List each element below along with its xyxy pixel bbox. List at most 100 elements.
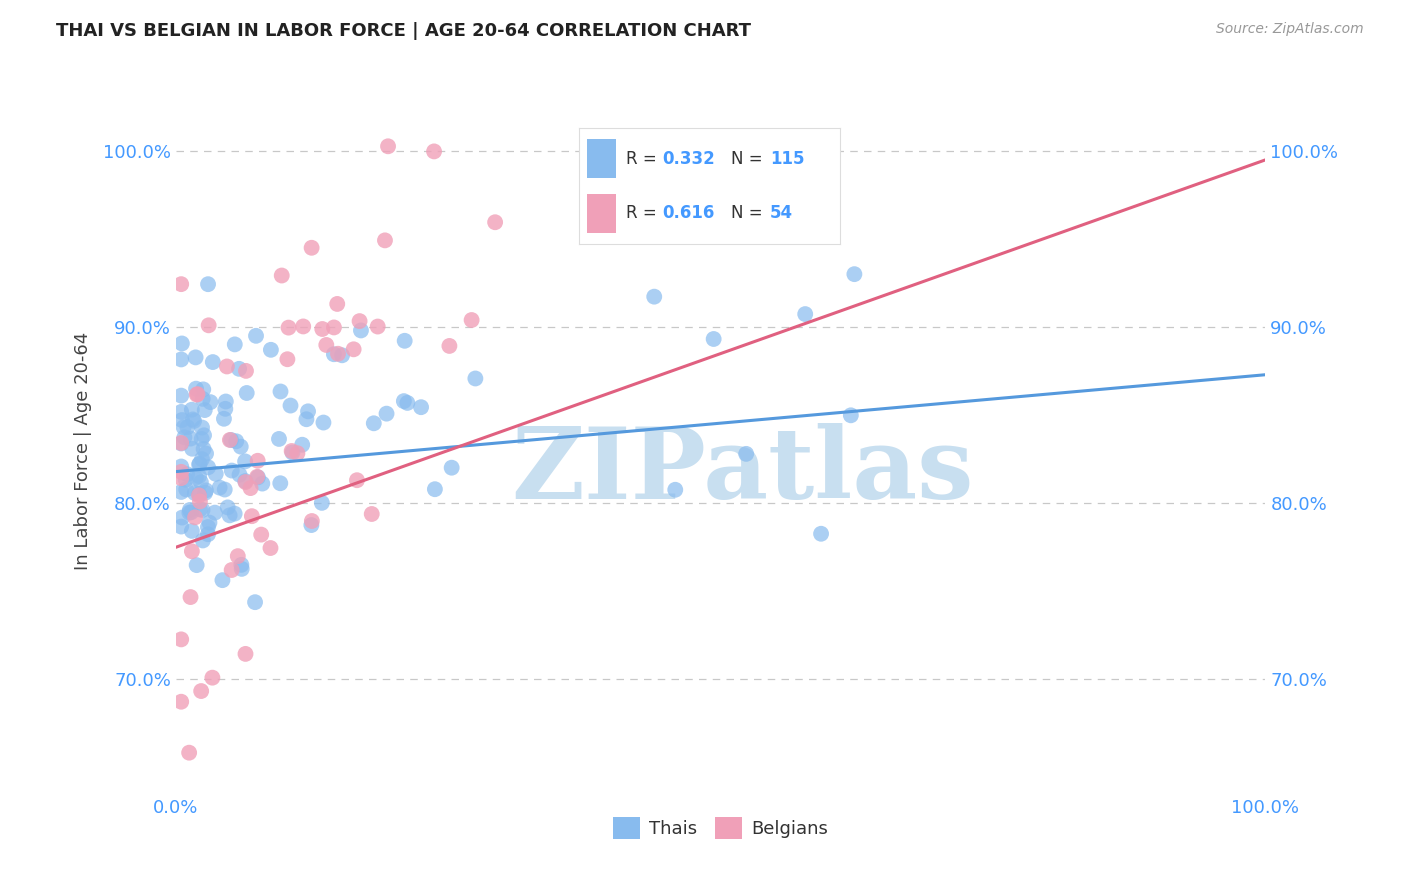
Point	[235, 475, 257, 489]
Point	[291, 438, 314, 452]
Point	[191, 452, 214, 467]
Point	[176, 467, 198, 482]
Point	[184, 382, 207, 396]
Point	[270, 268, 292, 283]
Point	[186, 558, 208, 573]
Point	[269, 476, 291, 491]
Point	[188, 502, 211, 516]
Point	[170, 405, 193, 419]
Point	[225, 434, 247, 449]
Point	[224, 337, 246, 351]
Point	[235, 386, 257, 401]
Point	[423, 482, 446, 496]
Point	[735, 447, 758, 461]
Point	[194, 403, 217, 417]
Point	[409, 400, 432, 414]
Point	[224, 507, 246, 521]
Point	[212, 411, 235, 425]
Point	[174, 483, 197, 497]
Text: ZIPatlas: ZIPatlas	[512, 423, 973, 519]
Point	[323, 320, 346, 334]
Point	[188, 488, 211, 502]
Point	[229, 440, 252, 454]
Point	[299, 518, 322, 533]
Point	[246, 470, 269, 484]
Point	[170, 352, 193, 367]
Point	[643, 290, 665, 304]
Point	[246, 454, 269, 468]
Point	[297, 404, 319, 418]
Point	[259, 541, 281, 555]
Point	[367, 319, 389, 334]
Point	[664, 483, 686, 497]
Point	[343, 343, 366, 357]
Point	[172, 510, 194, 524]
Point	[292, 319, 315, 334]
Point	[180, 590, 202, 604]
Point	[193, 383, 215, 397]
Point	[221, 464, 243, 478]
Point	[280, 399, 302, 413]
Point	[221, 563, 243, 577]
Point	[181, 442, 204, 456]
Point	[191, 420, 214, 434]
Point	[246, 470, 269, 484]
Point	[267, 432, 290, 446]
Point	[191, 392, 214, 406]
Point	[363, 417, 385, 431]
Point	[170, 413, 193, 427]
Point	[250, 527, 273, 541]
Point	[173, 420, 195, 434]
Point	[170, 465, 193, 479]
Point	[260, 343, 283, 357]
Point	[311, 496, 333, 510]
Point	[228, 361, 250, 376]
Point	[396, 396, 419, 410]
Point	[204, 467, 226, 481]
Point	[170, 519, 193, 533]
Point	[190, 475, 212, 490]
Point	[322, 347, 344, 361]
Point	[188, 469, 211, 483]
Point	[349, 314, 371, 328]
Point	[839, 409, 862, 423]
Point	[423, 145, 446, 159]
Point	[218, 508, 240, 523]
Point	[188, 487, 211, 501]
Point	[201, 671, 224, 685]
Point	[197, 460, 219, 475]
Y-axis label: In Labor Force | Age 20-64: In Labor Force | Age 20-64	[73, 331, 91, 570]
Point	[233, 474, 256, 488]
Point	[464, 371, 486, 385]
Point	[270, 384, 292, 399]
Point	[190, 684, 212, 698]
Point	[239, 481, 262, 495]
Point	[170, 277, 193, 292]
Point	[187, 387, 209, 401]
Point	[215, 394, 238, 409]
Point	[392, 394, 415, 409]
Point	[179, 506, 201, 520]
Point	[180, 524, 202, 538]
Point	[281, 445, 304, 459]
Point	[217, 500, 239, 515]
Point	[204, 506, 226, 520]
Point	[844, 267, 866, 281]
Point	[375, 407, 398, 421]
Point	[394, 334, 416, 348]
Point	[201, 355, 224, 369]
Point	[188, 494, 211, 508]
Point	[245, 328, 267, 343]
Point	[240, 509, 263, 524]
Point	[252, 476, 274, 491]
Point	[194, 485, 217, 500]
Point	[226, 549, 249, 563]
Point	[188, 458, 211, 472]
Point	[312, 416, 335, 430]
Point	[377, 139, 399, 153]
Point	[235, 364, 257, 378]
Point	[184, 510, 207, 524]
Point	[190, 432, 212, 446]
Point	[179, 503, 201, 517]
Point	[231, 558, 253, 572]
